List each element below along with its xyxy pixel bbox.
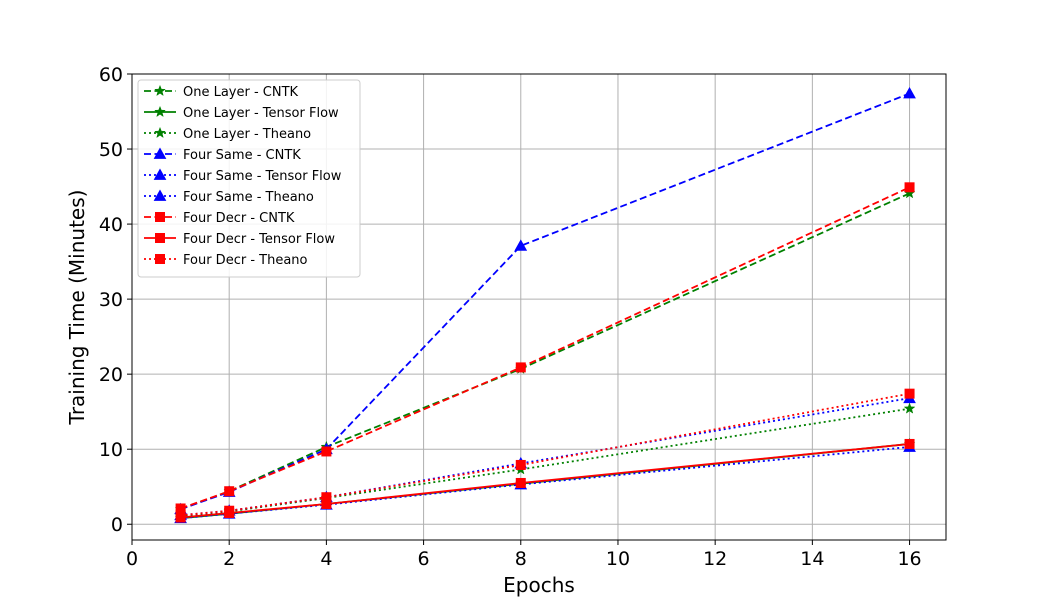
y-axis-ticks: 0 10 20 30 40 50 60: [99, 64, 132, 536]
series-line-one-layer-theano: [180, 407, 910, 517]
data-point-four-decr-theano: [175, 510, 186, 521]
data-point-four-same-cntk: [903, 86, 916, 99]
series-four-decr-tensor-flow: [175, 438, 915, 523]
legend-item-four-same-cntk: Four Same - CNTK: [144, 147, 301, 163]
legend-item-four-same-tensor-flow: Four Same - Tensor Flow: [144, 168, 342, 184]
legend-marker: [153, 147, 167, 159]
data-point-four-decr-theano: [515, 459, 526, 470]
series-four-same-theano: [174, 391, 916, 521]
data-point-one-layer-theano: [903, 402, 916, 414]
x-axis-title: Epochs: [503, 573, 575, 597]
x-tick-label: 8: [515, 548, 527, 570]
x-axis-ticks: 0 2 4 6 8 10 12 14 16: [126, 540, 922, 570]
legend-marker: [154, 105, 166, 118]
data-point-four-same-cntk: [514, 239, 528, 251]
series-four-decr-cntk: [175, 182, 915, 514]
legend-marker: [153, 189, 167, 201]
legend-label: Four Same - CNTK: [183, 148, 301, 163]
data-point-four-decr-cntk: [321, 446, 332, 457]
legend-marker: [153, 168, 167, 180]
legend-item-four-decr-cntk: Four Decr - CNTK: [144, 211, 295, 226]
series-four-same-tensor-flow: [174, 440, 916, 524]
y-tick-label: 20: [99, 364, 123, 386]
y-axis-title: Training Time (Minutes): [65, 190, 89, 426]
data-point-four-decr-theano: [904, 388, 915, 399]
legend-marker: [154, 126, 166, 139]
legend-label: Four Same - Tensor Flow: [183, 169, 342, 184]
legend-item-four-decr-theano: Four Decr - Theano: [144, 253, 308, 268]
series-four-decr-theano: [175, 388, 915, 521]
x-tick-label: 0: [126, 548, 138, 570]
legend-label: Four Same - Theano: [183, 190, 314, 205]
x-tick-label: 14: [800, 548, 824, 570]
legend-label: One Layer - Tensor Flow: [183, 106, 339, 121]
legend-label: Four Decr - Tensor Flow: [183, 232, 335, 247]
y-tick-label: 60: [99, 64, 123, 86]
x-tick-label: 2: [223, 548, 235, 570]
data-point-four-decr-cntk: [904, 182, 915, 193]
x-tick-label: 16: [897, 548, 921, 570]
x-tick-label: 4: [320, 548, 332, 570]
legend: One Layer - CNTK One Layer - Tensor Flow O…: [137, 79, 361, 278]
legend-label: One Layer - CNTK: [183, 85, 299, 100]
legend-item-one-layer-cntk: One Layer - CNTK: [144, 84, 299, 100]
y-tick-label: 0: [111, 514, 123, 536]
legend-label: Four Decr - Theano: [183, 253, 308, 268]
legend-box: [137, 79, 361, 278]
legend-label: One Layer - Theano: [183, 127, 311, 142]
data-point-four-decr-theano: [224, 505, 235, 516]
grid: [131, 73, 946, 540]
series-line-four-same-theano: [180, 397, 910, 517]
x-tick-label: 6: [418, 548, 430, 570]
x-tick-label: 12: [703, 548, 727, 570]
y-tick-label: 40: [99, 214, 123, 236]
legend-marker: [155, 254, 165, 264]
legend-item-four-decr-tensor-flow: Four Decr - Tensor Flow: [144, 232, 335, 247]
legend-label: Four Decr - CNTK: [183, 211, 295, 226]
x-tick-label: 10: [606, 548, 630, 570]
series-line-four-decr-cntk: [180, 186, 910, 510]
data-point-four-decr-cntk: [515, 362, 526, 373]
legend-item-four-same-theano: Four Same - Theano: [144, 189, 314, 205]
data-point-four-decr-theano: [321, 492, 332, 503]
plot-area-frame: [131, 73, 947, 541]
y-tick-label: 50: [99, 139, 123, 161]
series-line-four-decr-tensor-flow: [180, 443, 910, 519]
data-point-four-decr-cntk: [224, 486, 235, 497]
y-tick-label: 30: [99, 289, 123, 311]
legend-item-one-layer-theano: One Layer - Theano: [144, 126, 311, 142]
legend-item-one-layer-tensor-flow: One Layer - Tensor Flow: [144, 105, 339, 121]
legend-marker: [155, 233, 165, 243]
legend-marker: [155, 212, 165, 222]
data-point-four-decr-tensor-flow: [515, 477, 526, 488]
legend-marker: [154, 84, 166, 97]
y-tick-label: 10: [99, 439, 123, 461]
series-layer: [174, 86, 916, 524]
data-point-four-decr-tensor-flow: [904, 438, 915, 449]
